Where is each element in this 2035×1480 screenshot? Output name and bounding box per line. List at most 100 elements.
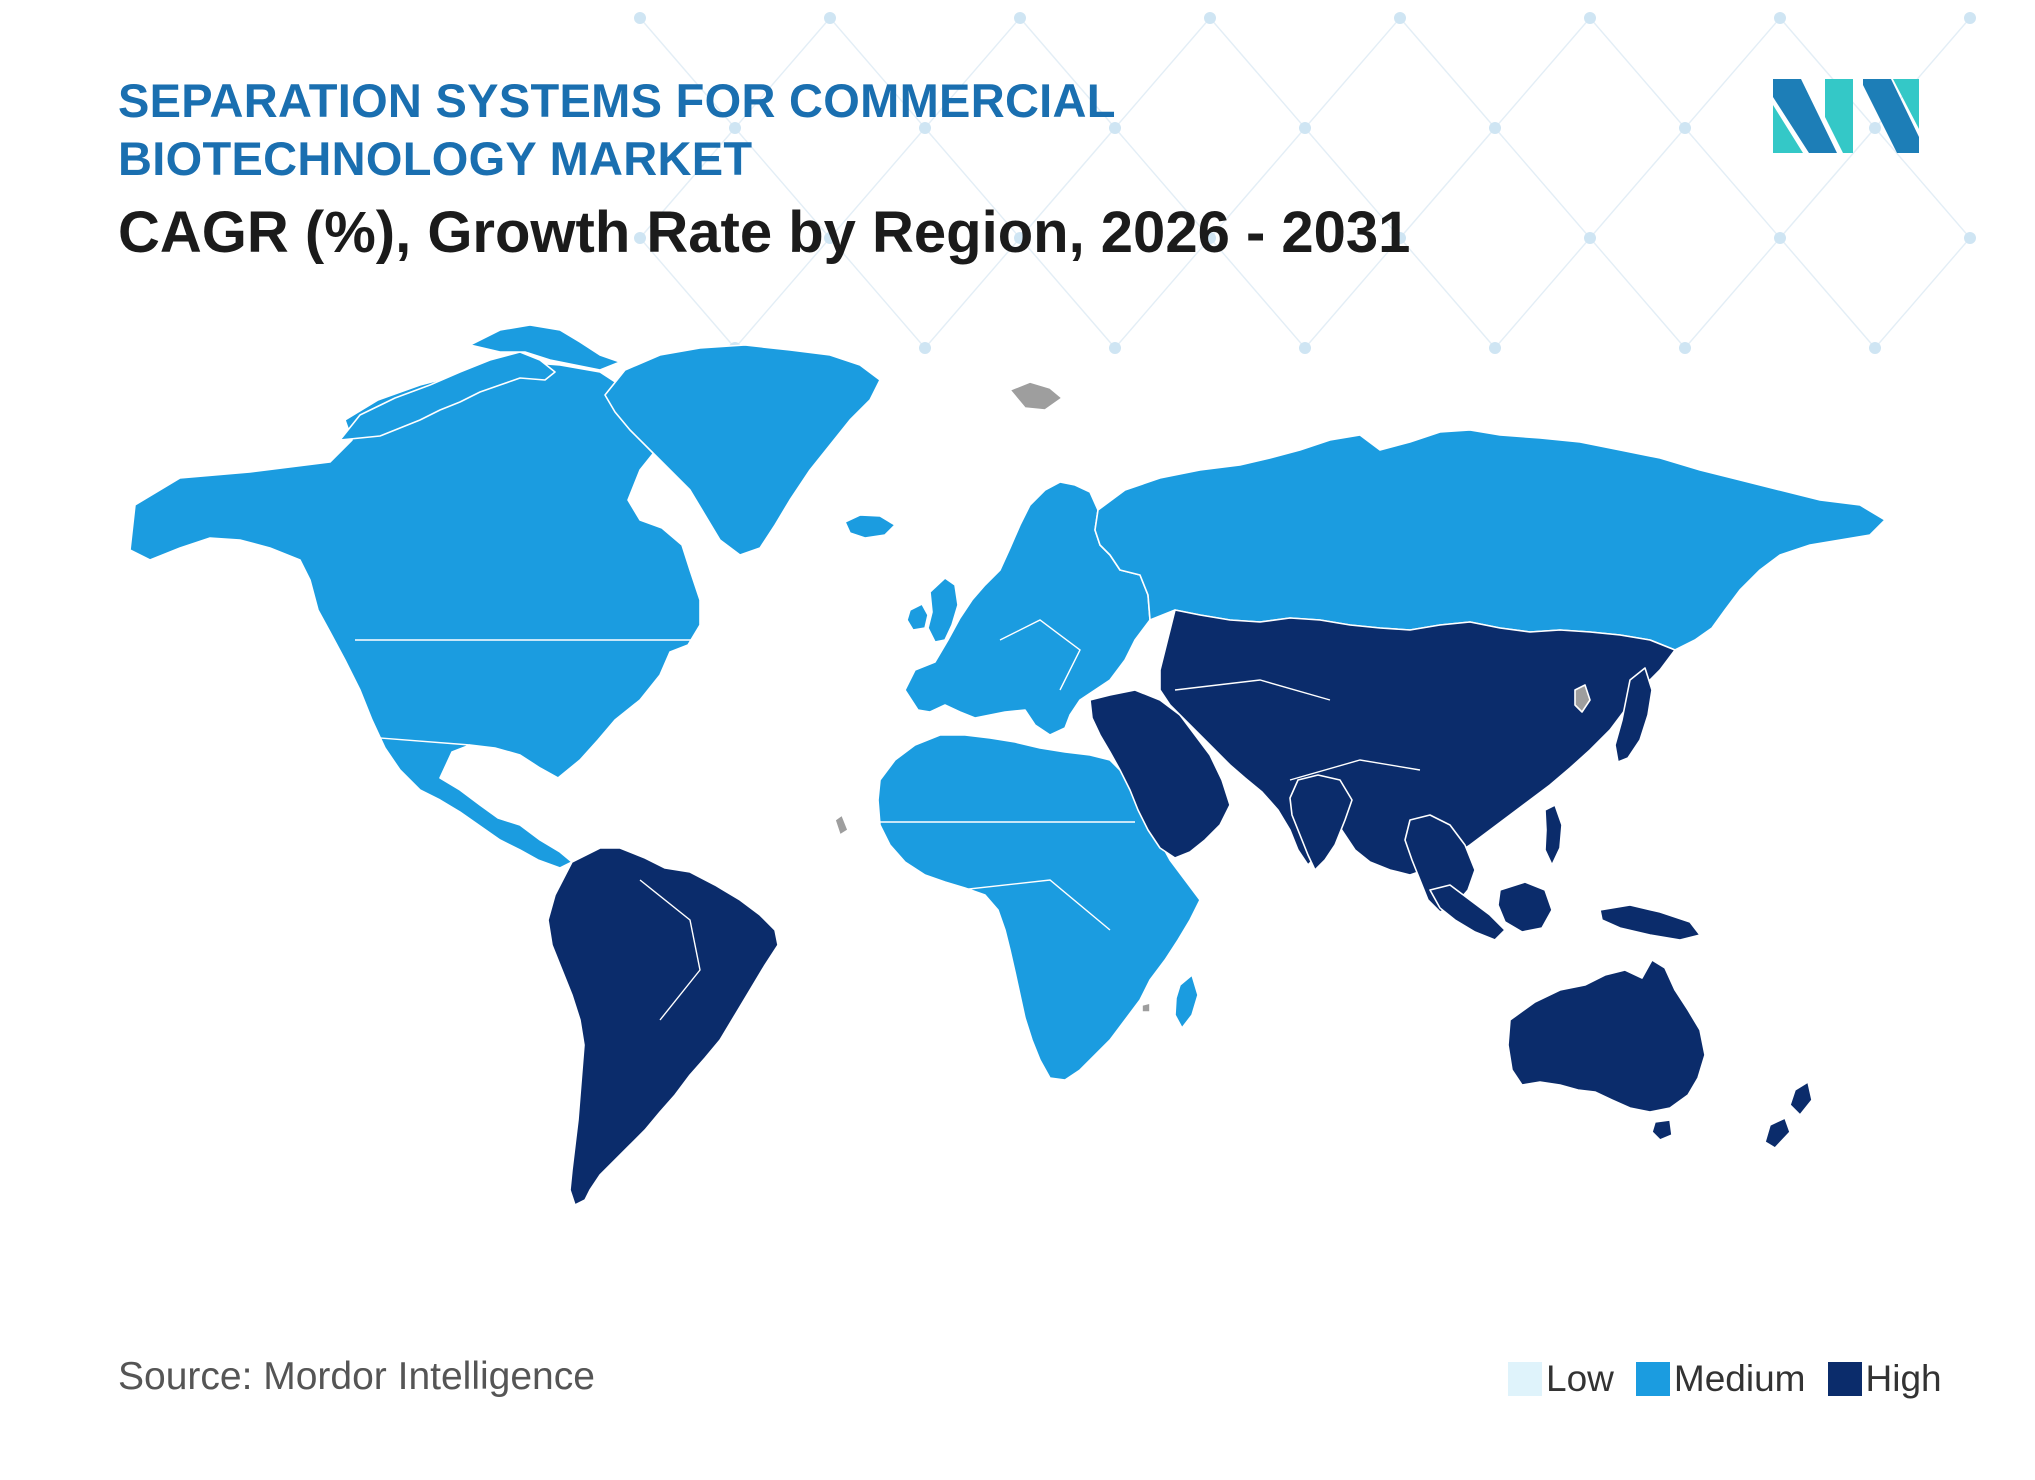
- pattern-line: [924, 237, 1021, 349]
- pattern-line: [1019, 127, 1116, 239]
- border-central-asia: [1174, 679, 1331, 701]
- pattern-node: [634, 12, 646, 24]
- pattern-line: [1589, 127, 1686, 239]
- legend-item-low: Low: [1508, 1358, 1614, 1400]
- pattern-node: [1869, 122, 1881, 134]
- region-borneo: [1497, 881, 1553, 933]
- pattern-line: [1304, 237, 1401, 349]
- region-north-america: [129, 361, 701, 869]
- pattern-line: [639, 237, 736, 349]
- pattern-node: [1679, 122, 1691, 134]
- pattern-line: [1304, 17, 1401, 129]
- pattern-node: [729, 122, 741, 134]
- pattern-node: [1869, 342, 1881, 354]
- pattern-line: [1779, 237, 1876, 349]
- pattern-line: [1684, 17, 1781, 129]
- pattern-line: [1779, 127, 1876, 239]
- pattern-line: [1114, 17, 1211, 129]
- region-arctic-archipelago: [469, 324, 621, 371]
- chart-subtitle: CAGR (%), Growth Rate by Region, 2026 - …: [118, 200, 1411, 265]
- pattern-node: [1679, 342, 1691, 354]
- pattern-node: [1774, 232, 1786, 244]
- pattern-line: [829, 17, 926, 129]
- region-australia: [1507, 959, 1706, 1113]
- pattern-line: [1589, 17, 1686, 129]
- pattern-node: [1204, 232, 1216, 244]
- pattern-node: [1584, 232, 1596, 244]
- pattern-node: [1489, 122, 1501, 134]
- region-korea-no-data: [1574, 684, 1591, 713]
- pattern-line: [1209, 237, 1306, 349]
- legend-label-low: Low: [1546, 1358, 1614, 1399]
- pattern-line: [1399, 237, 1496, 349]
- pattern-node: [1014, 12, 1026, 24]
- pattern-node: [634, 232, 646, 244]
- region-ireland: [906, 603, 929, 631]
- pattern-node: [1964, 232, 1976, 244]
- title-block: SEPARATION SYSTEMS FOR COMMERCIAL BIOTEC…: [118, 72, 1410, 268]
- pattern-node: [919, 342, 931, 354]
- pattern-node: [1014, 232, 1026, 244]
- pattern-line: [924, 17, 1021, 129]
- pattern-line: [1114, 237, 1211, 349]
- pattern-line: [1209, 127, 1306, 239]
- pattern-node: [824, 12, 836, 24]
- legend-label-medium: Medium: [1673, 1358, 1806, 1399]
- pattern-line: [1114, 127, 1211, 239]
- legend-swatch-medium: [1635, 1362, 1670, 1396]
- region-new-guinea: [1599, 904, 1701, 941]
- logo-left-accent: [1773, 105, 1803, 153]
- pattern-node: [1299, 342, 1311, 354]
- legend-item-high: High: [1827, 1358, 1942, 1400]
- pattern-node: [1394, 12, 1406, 24]
- region-iceland: [844, 514, 896, 539]
- region-india: [1289, 774, 1353, 871]
- border-china-india: [1289, 759, 1421, 781]
- title-line-2: BIOTECHNOLOGY MARKET: [118, 132, 753, 185]
- pattern-line: [1874, 237, 1971, 349]
- region-japan: [1614, 667, 1653, 763]
- pattern-line: [1019, 17, 1116, 129]
- pattern-line: [1209, 17, 1306, 129]
- pattern-line: [1399, 127, 1496, 239]
- legend: Low Medium High: [1486, 1358, 1942, 1400]
- border-brazil: [639, 879, 701, 1021]
- source-note: Source: Mordor Intelligence: [118, 1355, 595, 1398]
- title-line-1: SEPARATION SYSTEMS FOR COMMERCIAL: [118, 74, 1116, 127]
- pattern-line: [1589, 237, 1686, 349]
- pattern-line: [1494, 237, 1591, 349]
- region-madagascar: [1174, 974, 1199, 1029]
- pattern-line: [1304, 127, 1401, 239]
- pattern-line: [829, 237, 926, 349]
- pattern-line: [639, 17, 736, 129]
- legend-item-medium: Medium: [1635, 1358, 1806, 1400]
- pattern-line: [829, 127, 926, 239]
- border-africa-central: [959, 879, 1111, 931]
- pattern-line: [639, 127, 736, 239]
- region-svalbard-no-data: [1009, 381, 1063, 411]
- pattern-line: [734, 237, 831, 349]
- logo-right-accent: [1893, 79, 1919, 129]
- pattern-node: [1774, 12, 1786, 24]
- pattern-node: [824, 232, 836, 244]
- logo-middle-bar: [1825, 79, 1853, 153]
- legend-label-high: High: [1865, 1358, 1942, 1399]
- logo-right-bar: [1863, 79, 1919, 153]
- region-africa: [877, 734, 1201, 1081]
- pattern-line: [924, 127, 1021, 239]
- pattern-node: [1204, 12, 1216, 24]
- region-western-sahara-no-data: [834, 814, 849, 836]
- pattern-line: [1684, 127, 1781, 239]
- region-greenland: [604, 344, 881, 556]
- region-reunion-no-data: [1141, 1002, 1151, 1013]
- legend-swatch-low: [1508, 1362, 1542, 1396]
- region-indonesia-west: [1429, 884, 1506, 941]
- pattern-node: [1394, 232, 1406, 244]
- pattern-line: [1019, 237, 1116, 349]
- pattern-line: [734, 17, 831, 129]
- pattern-node: [1964, 12, 1976, 24]
- pattern-line: [1494, 127, 1591, 239]
- pattern-line: [1494, 17, 1591, 129]
